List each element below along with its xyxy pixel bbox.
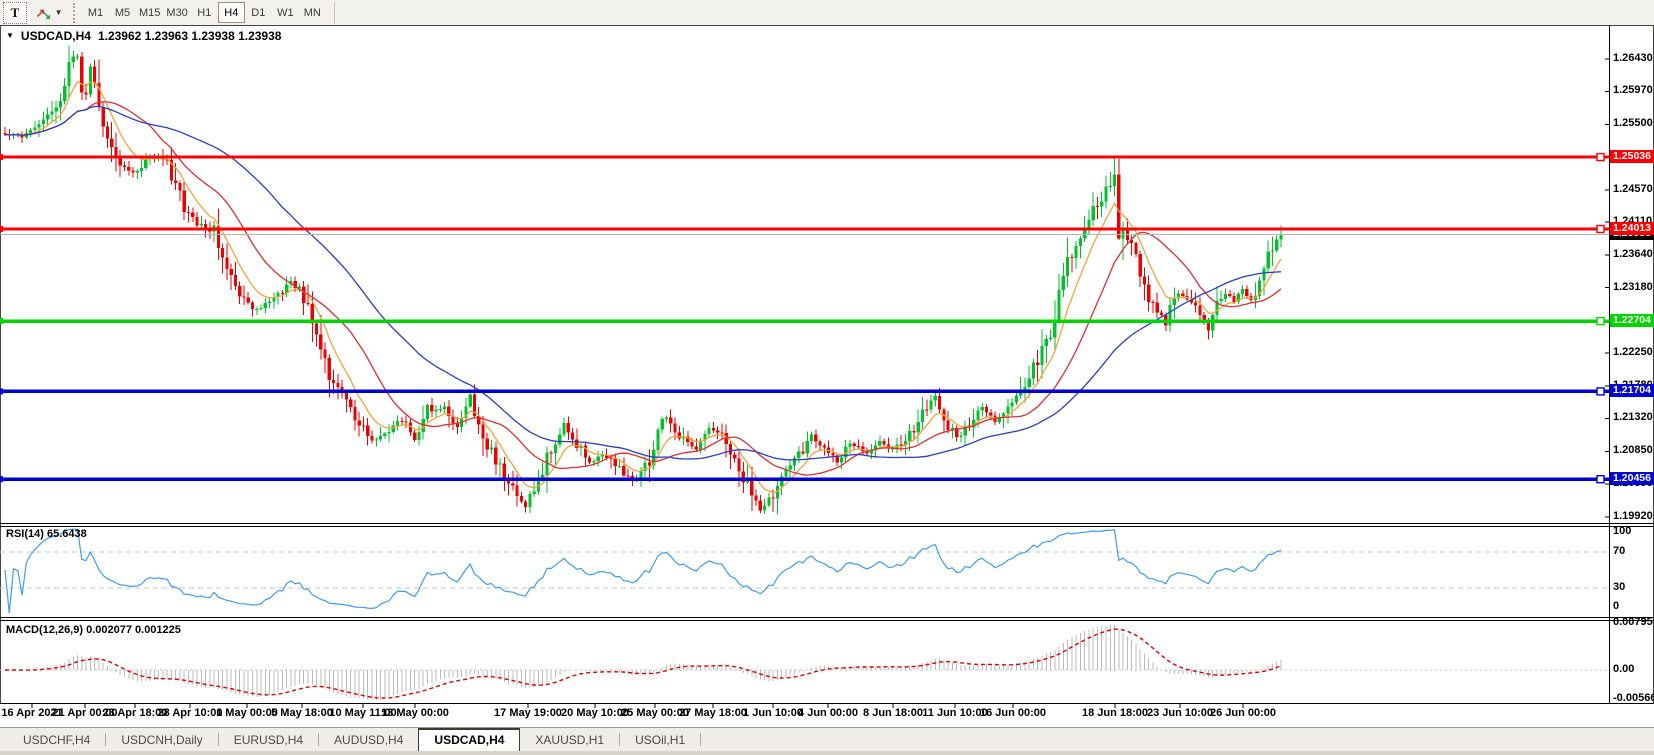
tab-separator: [619, 733, 621, 746]
timeframe-button-H4[interactable]: H4: [217, 2, 245, 23]
tab-AUDUSD-H4[interactable]: AUDUSD,H4: [334, 733, 404, 747]
hline-1.24013[interactable]: [0, 224, 1610, 234]
caret-down-icon: ▼: [54, 8, 63, 17]
timeframe-button-D1[interactable]: D1: [251, 7, 266, 19]
price-axis-label: 1.22250: [1613, 346, 1653, 359]
price-axis-label: 1.23640: [1613, 248, 1653, 261]
date-axis-label: 10 May 11:00: [329, 707, 397, 719]
toolbar-grip: [73, 2, 75, 23]
rsi-axis-label: 30: [1613, 581, 1626, 593]
price-axis-label: 1.19920: [1613, 509, 1653, 522]
date-axis-label: 5 May 18:00: [271, 707, 333, 719]
tab-USDCHF-H4[interactable]: USDCHF,H4: [23, 733, 91, 747]
macd-label: MACD(12,26,9) 0.002077 0.001225: [6, 624, 181, 636]
timeframe-button-H1[interactable]: H1: [197, 7, 212, 19]
macd-axis-label: 0.00: [1613, 663, 1635, 675]
tab-separator: [105, 733, 107, 746]
date-axis-label: 16 Jun 00:00: [979, 707, 1047, 719]
rsi-axis-label: 0: [1613, 600, 1620, 612]
text-tool-button[interactable]: T: [3, 1, 27, 24]
arrow-down-icon: ↘: [41, 8, 52, 22]
date-axis-label: 21 Apr 00:00: [52, 707, 118, 719]
macd-axis-label: 0.007959: [1613, 616, 1654, 628]
tab-USOil-H1[interactable]: USOil,H1: [635, 733, 686, 747]
timeframe-toolbar: M1 M5 M15 M30 H1 H4 D1 W1 MN: [82, 2, 326, 23]
tab-USDCNH-Daily[interactable]: USDCNH,Daily: [121, 733, 203, 747]
macd-axis-label: -0.005663: [1613, 692, 1654, 704]
date-axis-label: 23 Jun 10:00: [1146, 707, 1214, 719]
price-level-badge: 1.25036: [1610, 150, 1654, 164]
ma-fast-line: [4, 80, 1282, 494]
tab-USDCAD-H4[interactable]: USDCAD,H4: [418, 728, 521, 751]
price-chart-svg: [0, 25, 1654, 715]
status-strip: [0, 751, 1654, 755]
date-axis-label: 20 May 10:00: [561, 707, 629, 719]
price-level-badge: 1.22704: [1610, 314, 1654, 328]
date-axis-label: 17 May 19:00: [494, 707, 562, 719]
date-axis-label: 26 Jun 00:00: [1209, 707, 1277, 719]
chart-title: ▼ USDCAD,H4 1.23962 1.23963 1.23938 1.23…: [6, 29, 281, 43]
price-axis-label: 1.20850: [1613, 444, 1653, 457]
toolbar-section-divider: [333, 1, 335, 24]
ma-medium-line: [4, 101, 1282, 476]
date-axis-label: 8 Jun 18:00: [863, 707, 923, 719]
hline-1.25036[interactable]: [0, 152, 1610, 162]
price-axis-label: 1.26430: [1613, 52, 1653, 64]
date-axis-label: 16 Apr 2021: [1, 707, 63, 719]
date-axis-label: 13 May 00:00: [381, 707, 449, 719]
chart-window: ▼ USDCAD,H4 1.23962 1.23963 1.23938 1.23…: [0, 25, 1654, 755]
timeframe-button-M5[interactable]: M5: [114, 7, 131, 19]
rsi-axis-label: 100: [1613, 525, 1632, 537]
rsi-axis-label: 70: [1613, 545, 1626, 557]
price-axis-label: 1.21320: [1613, 411, 1653, 424]
rsi-line: [4, 528, 1282, 614]
macd-signal-line: [5, 628, 1282, 699]
tab-separator: [318, 733, 320, 746]
price-axis-label: 1.24570: [1613, 182, 1653, 195]
hline-1.21704[interactable]: [0, 387, 1610, 396]
price-level-badge: 1.20456: [1610, 472, 1654, 486]
price-level-badge: 1.21704: [1610, 384, 1654, 398]
price-axis-label: 1.25500: [1613, 117, 1653, 130]
plot-background: [0, 25, 1654, 715]
date-axis-label: 18 Jun 18:00: [1081, 707, 1149, 719]
timeframe-button-M15[interactable]: M15: [139, 7, 161, 19]
hline-1.20456[interactable]: [0, 475, 1610, 484]
tab-separator: [217, 733, 219, 746]
price-axis-label: 1.23180: [1613, 280, 1653, 293]
timeframe-button-W1[interactable]: W1: [277, 7, 294, 19]
date-axis-label: 23 Apr 18:00: [102, 707, 168, 719]
timeframe-button-MN[interactable]: MN: [303, 7, 321, 19]
date-axis-label: 11 Jun 10:00: [922, 707, 988, 719]
hline-1.22704[interactable]: [0, 316, 1610, 326]
symbol-tab-bar: USDCHF,H4 USDCNH,Daily EURUSD,H4 AUDUSD,H4 U…: [0, 727, 1654, 751]
chart-menu-icon[interactable]: ▼: [6, 31, 14, 40]
ma-slow-line: [4, 105, 1282, 461]
date-axis-label: 1 Jun 10:00: [743, 707, 803, 719]
tab-separator: [700, 733, 702, 746]
macd-histogram: [8, 625, 1282, 701]
text-tool-icon: T: [10, 4, 20, 20]
timeframe-button-M1[interactable]: M1: [87, 7, 104, 19]
date-axis-label: 27 May 18:00: [679, 707, 747, 719]
chart-title-quotes: 1.23962 1.23963 1.23938 1.23938: [97, 29, 282, 43]
date-axis-label: 25 May 00:00: [621, 707, 689, 719]
date-axis-label: 4 Jun 00:00: [798, 707, 858, 719]
tab-XAUUSD-H1[interactable]: XAUUSD,H1: [535, 733, 605, 747]
tab-EURUSD-H4[interactable]: EURUSD,H4: [233, 733, 304, 747]
toolbar: T ↗ ↘ ▼ M1 M5 M15 M30 H1 H4 D1 W1 MN: [0, 0, 1654, 25]
chart-title-symbol: USDCAD,H4: [20, 29, 91, 43]
price-axis-label: 1.25970: [1613, 84, 1653, 97]
price-level-badge: 1.24013: [1610, 222, 1654, 235]
rsi-label: RSI(14) 65.6438: [6, 528, 87, 540]
arrow-up-icon: ↗: [35, 5, 46, 20]
date-axis-label: 1 May 00:00: [216, 707, 278, 719]
timeframe-button-M30[interactable]: M30: [166, 7, 188, 19]
date-axis-label: 28 Apr 10:00: [157, 707, 223, 719]
arrows-tool-button[interactable]: ↗ ↘ ▼: [30, 3, 68, 23]
